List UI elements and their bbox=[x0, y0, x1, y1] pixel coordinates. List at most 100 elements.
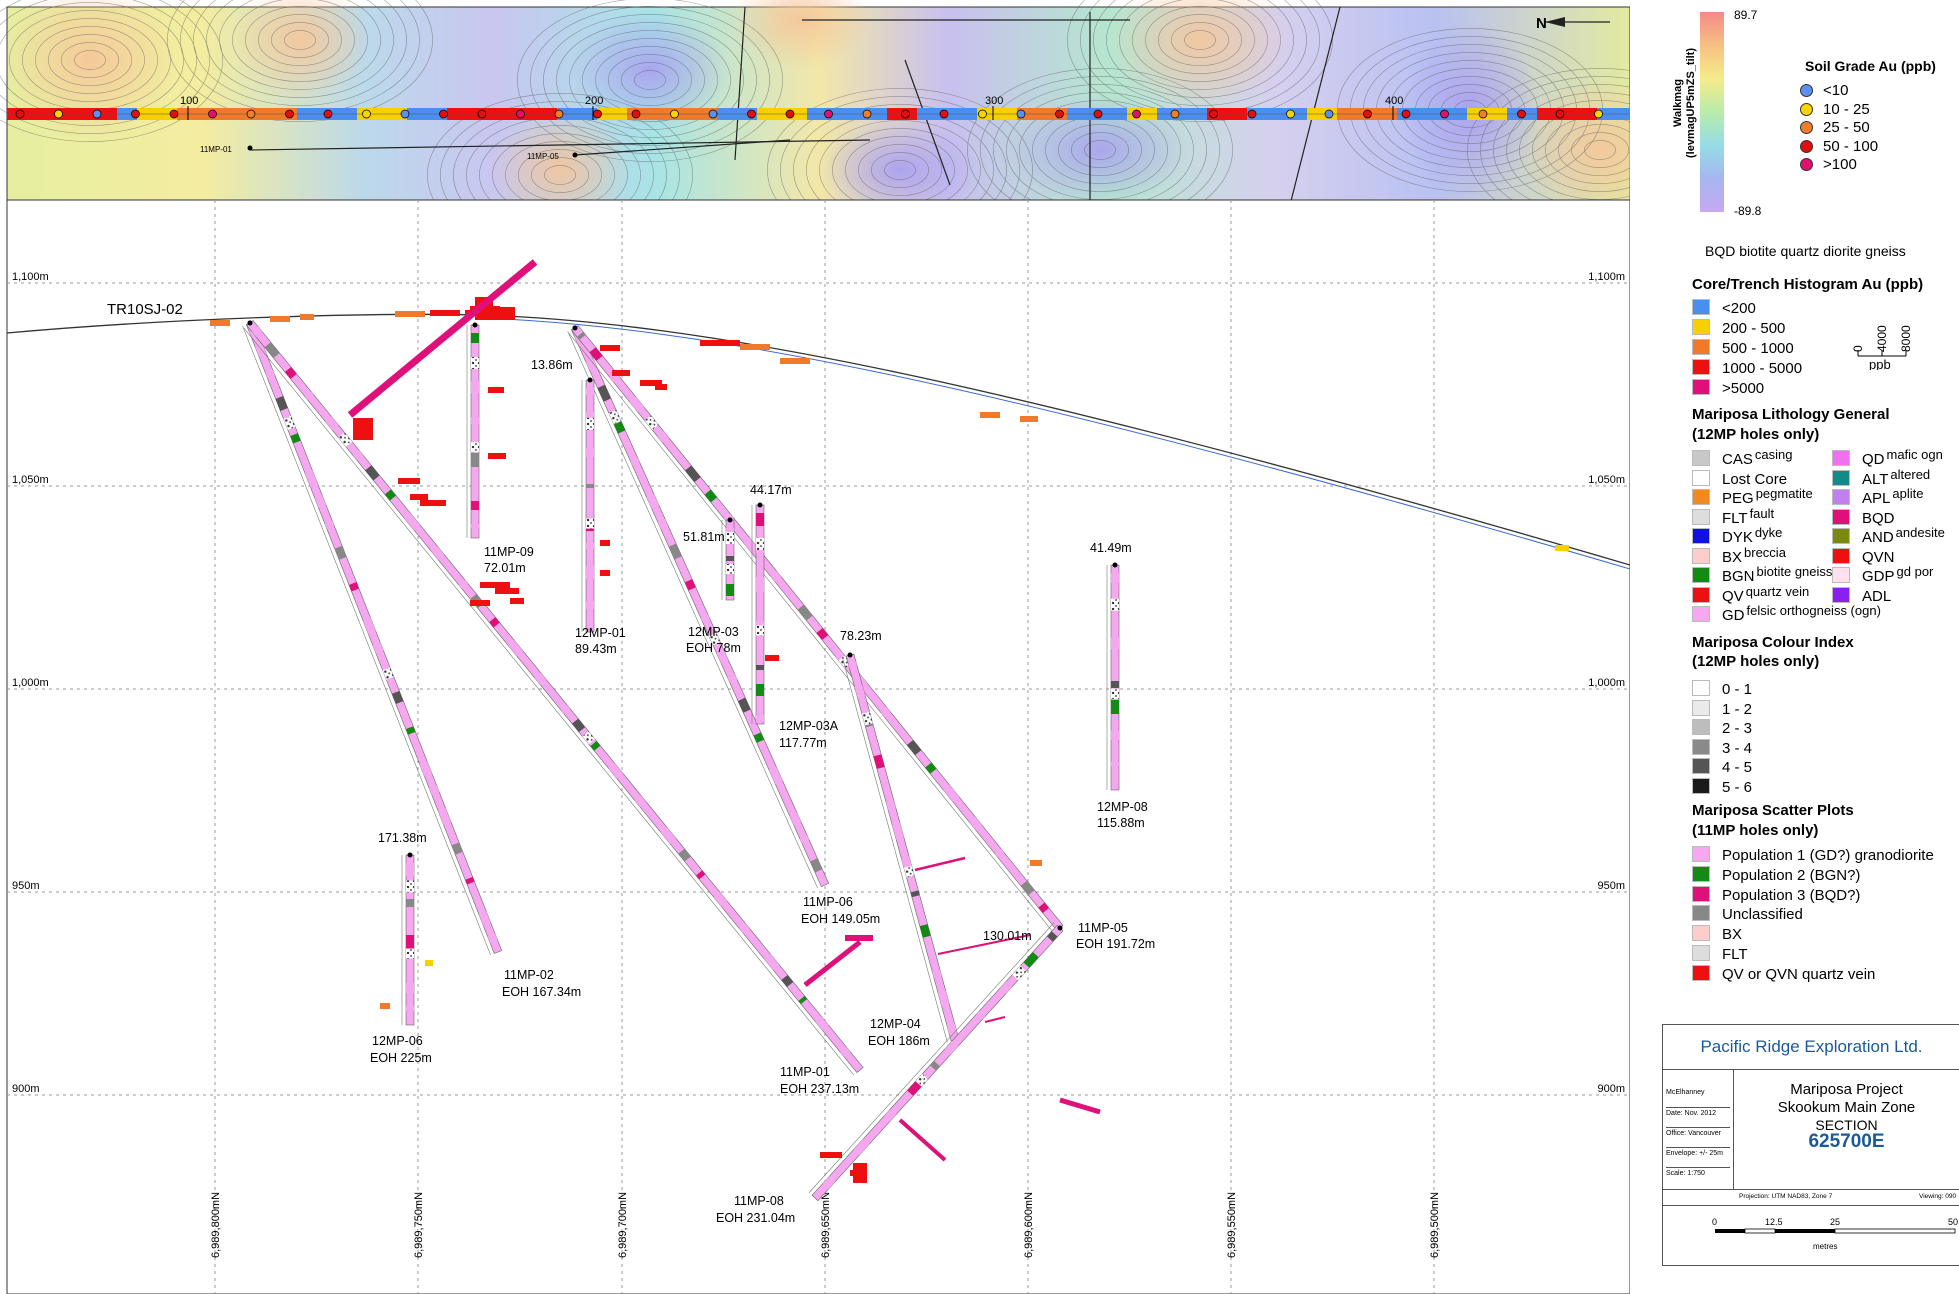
lithology-item-bqd: BQD bbox=[1832, 508, 1895, 527]
scatter-legend-item-swatch bbox=[1692, 945, 1710, 961]
soil-legend-title: Soil Grade Au (ppb) bbox=[1805, 58, 1936, 74]
map-hole-11MP-05: 11MP-05 bbox=[527, 152, 559, 161]
hole-label-11MP-02: 11MP-02 bbox=[504, 968, 554, 982]
lithology-item-and-label: AND bbox=[1862, 529, 1894, 546]
lithology-legend-sub: (12MP holes only) bbox=[1692, 426, 1820, 443]
lithology-item-peg-label: PEG bbox=[1722, 490, 1754, 507]
scatter-legend-item: Population 1 (GD?) granodiorite bbox=[1692, 846, 1934, 864]
lithology-item-gdp: GDP gd por bbox=[1832, 564, 1933, 585]
lithology-item-peg-swatch bbox=[1692, 489, 1710, 505]
ppb-scale-4000: 4000 bbox=[1875, 325, 1889, 352]
lithology-item-adl-label: ADL bbox=[1862, 587, 1892, 605]
lithology-item-bgn-label: BGN bbox=[1722, 568, 1755, 585]
colour-index-item: 3 - 4 bbox=[1692, 738, 1752, 757]
soil-legend-item-swatch bbox=[1800, 84, 1813, 97]
hole-label-12MP-03: 12MP-03 bbox=[688, 625, 739, 639]
ppb-scale-0: 0 bbox=[1851, 345, 1865, 352]
colour-index-item-swatch bbox=[1692, 699, 1710, 716]
titleblock-meta: Office: Vancouver bbox=[1666, 1127, 1730, 1137]
histogram-legend-item-swatch bbox=[1692, 379, 1710, 395]
scale-tick-25: 25 bbox=[1830, 1217, 1840, 1227]
title-block: Pacific Ridge Exploration Ltd. Mariposa … bbox=[1662, 1024, 1959, 1266]
colour-index-item: 1 - 2 bbox=[1692, 699, 1752, 718]
lithology-item-alt-swatch bbox=[1832, 469, 1850, 486]
ppb-unit: ppb bbox=[1869, 357, 1891, 370]
map-tick-label: 200 bbox=[585, 95, 603, 107]
histogram-legend-item-swatch bbox=[1692, 319, 1710, 335]
histogram-legend-item-label: 1000 - 5000 bbox=[1722, 360, 1803, 377]
lithology-item-lost-core-label: Lost Core bbox=[1722, 470, 1788, 488]
hole-depth-11MP-01: EOH 237.13m bbox=[780, 1082, 859, 1096]
northing-label: 6,989,500mN bbox=[1429, 1192, 1441, 1258]
hole-label-12MP-03A: 12MP-03A bbox=[779, 719, 839, 733]
scatter-legend-item-swatch bbox=[1692, 885, 1710, 902]
colour-index-sub: (12MP holes only) bbox=[1692, 653, 1820, 670]
scatter-legend-item-label: Population 2 (BGN?) bbox=[1722, 866, 1861, 884]
lithology-item-gdp-label: GDP bbox=[1862, 568, 1895, 585]
hole-top-12MP-03: 51.81m bbox=[683, 530, 725, 544]
hole-depth-12MP-06: EOH 225m bbox=[370, 1051, 432, 1065]
soil-legend-item: 10 - 25 bbox=[1800, 101, 1870, 118]
soil-legend-item-label: 10 - 25 bbox=[1823, 100, 1870, 118]
lithology-item-adl: ADL bbox=[1832, 586, 1892, 605]
colour-index-item-swatch bbox=[1692, 777, 1710, 794]
hole-label-11MP-01: 11MP-01 bbox=[780, 1065, 830, 1079]
lithology-item-dyk-swatch bbox=[1692, 528, 1710, 544]
lithology-item-bgn-swatch bbox=[1692, 567, 1710, 583]
lithology-item-lost-core: Lost Core bbox=[1692, 469, 1788, 488]
colour-index-item-swatch bbox=[1692, 738, 1710, 755]
histogram-legend-item: 200 - 500 bbox=[1692, 319, 1785, 337]
drill-hole-12MP-03 bbox=[721, 517, 735, 601]
hole-label-12MP-08: 12MP-08 bbox=[1097, 800, 1148, 814]
bqd-note: BQD biotite quartz diorite gneiss bbox=[1705, 243, 1906, 259]
scale-tick-50: 50 bbox=[1948, 1217, 1958, 1227]
lithology-item-gd-label: GD bbox=[1722, 607, 1745, 624]
soil-legend-item-swatch bbox=[1800, 121, 1813, 134]
drill-hole-12MP-01 bbox=[581, 377, 595, 633]
scatter-legend-item: FLT bbox=[1692, 945, 1748, 963]
lithology-item-dyk: DYK dyke bbox=[1692, 525, 1782, 546]
histogram-legend-title: Core/Trench Histogram Au (ppb) bbox=[1692, 276, 1924, 293]
scatter-legend-item-swatch bbox=[1692, 865, 1710, 882]
lithology-item-cas-label: CAS bbox=[1722, 451, 1753, 468]
scatter-legend-item: BX bbox=[1692, 925, 1742, 943]
plan-map: N 100 200 300 400 11MP-01 11MP-05 bbox=[0, 0, 1630, 257]
hole-depth-12MP-04: EOH 186m bbox=[868, 1034, 930, 1048]
colour-index-title: Mariposa Colour Index bbox=[1692, 634, 1854, 651]
soil-legend-item-label: 50 - 100 bbox=[1823, 137, 1879, 155]
elevation-label-right: 900m bbox=[1597, 1083, 1625, 1095]
northing-label: 6,989,750mN bbox=[413, 1192, 425, 1258]
soil-legend-item-label: >100 bbox=[1823, 156, 1857, 173]
scatter-legend-item: Population 2 (BGN?) bbox=[1692, 865, 1861, 884]
colour-index-item-label: 0 - 1 bbox=[1722, 681, 1753, 698]
cross-section: 1,100m 1,100m 1,050m 1,050m 1,000m 1,000m 950m… bbox=[6, 199, 1630, 1294]
scatter-legend-item-label: BX bbox=[1722, 926, 1743, 944]
histogram-legend-item-label: 200 - 500 bbox=[1722, 320, 1786, 337]
lithology-legend-title: Mariposa Lithology General bbox=[1692, 406, 1890, 423]
hole-depth-11MP-02: EOH 167.34m bbox=[502, 985, 581, 999]
lithology-item-apl-swatch bbox=[1832, 489, 1850, 505]
histogram-legend-item-swatch bbox=[1692, 339, 1710, 355]
scatter-legend-item: Unclassified bbox=[1692, 905, 1803, 923]
elevation-label-left: 1,000m bbox=[12, 677, 49, 689]
soil-legend-item: 50 - 100 bbox=[1800, 138, 1878, 155]
lithology-item-bqd-label: BQD bbox=[1862, 509, 1895, 527]
lithology-item-qd-swatch bbox=[1832, 450, 1850, 466]
lithology-item-peg: PEG pegmatite bbox=[1692, 486, 1813, 507]
lithology-item-qvn-swatch bbox=[1832, 547, 1850, 564]
colour-index-item: 5 - 6 bbox=[1692, 777, 1752, 796]
hole-label-12MP-06: 12MP-06 bbox=[372, 1034, 423, 1048]
lithology-item-qv-label: QV bbox=[1722, 587, 1744, 605]
histogram-legend-item: 500 - 1000 bbox=[1692, 339, 1794, 357]
colour-index-item-label: 4 - 5 bbox=[1722, 759, 1753, 776]
walkmag-label: Walkmag (levmagUP5mZS_tilt) bbox=[1672, 47, 1697, 159]
hole-label-12MP-01: 12MP-01 bbox=[575, 626, 626, 640]
hole-label-11MP-05: 11MP-05 bbox=[1078, 921, 1128, 935]
walkmag-min: -89.8 bbox=[1734, 204, 1762, 218]
lithology-item-qd-label: QD bbox=[1862, 451, 1885, 468]
map-tick-label: 400 bbox=[1385, 95, 1403, 107]
scale-tick-0: 0 bbox=[1712, 1217, 1717, 1227]
scatter-legend-title: Mariposa Scatter Plots bbox=[1692, 802, 1854, 819]
lithology-item-gdp-swatch bbox=[1832, 567, 1850, 583]
map-tick-label: 300 bbox=[985, 95, 1003, 107]
